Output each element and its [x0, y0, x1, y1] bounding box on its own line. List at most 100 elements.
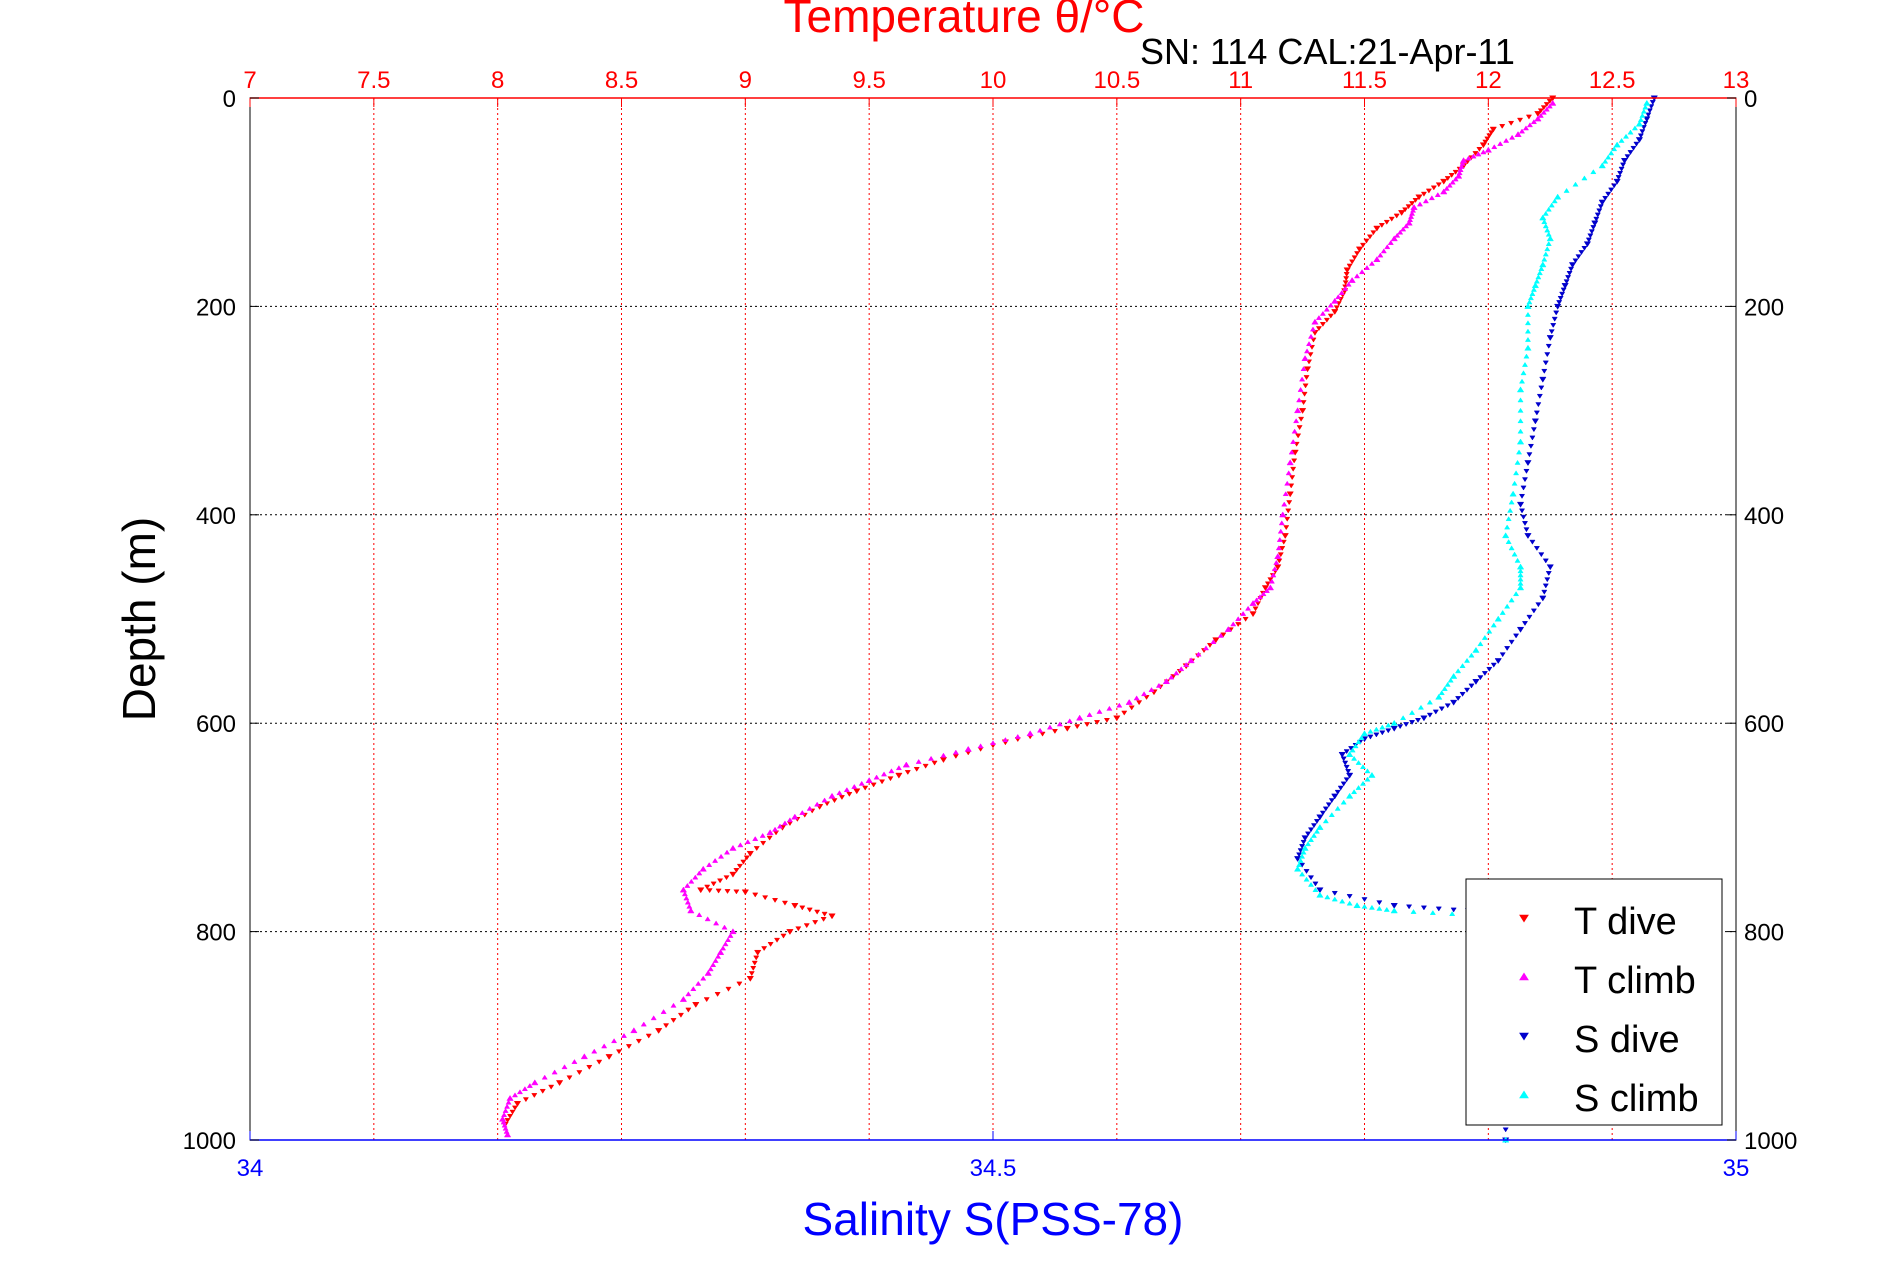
data-point-interp — [1285, 470, 1292, 476]
data-point-interp — [753, 846, 760, 852]
data-point-interp — [1526, 452, 1533, 458]
right-tick-label: 200 — [1744, 294, 1784, 321]
data-point-interp — [1303, 869, 1310, 874]
data-point — [902, 761, 910, 768]
data-point — [1598, 199, 1606, 206]
data-point-interp — [531, 1093, 538, 1099]
data-point-interp — [551, 1069, 558, 1075]
data-point — [1298, 408, 1307, 414]
data-point-interp — [1235, 616, 1242, 622]
data-point — [1524, 344, 1532, 351]
data-point-interp — [1590, 225, 1597, 231]
data-point-interp — [1443, 185, 1450, 191]
data-point-interp — [1611, 146, 1618, 152]
data-point-interp — [1300, 366, 1307, 371]
right-tick-label: 800 — [1744, 920, 1784, 947]
data-point-interp — [836, 790, 843, 796]
series-s-climb — [1293, 99, 1651, 1143]
data-point — [729, 844, 737, 851]
data-point — [1293, 407, 1302, 414]
chart-subtitle: SN: 114 CAL:21-Apr-11 — [1140, 31, 1515, 72]
data-point-interp — [706, 888, 713, 894]
data-point-interp — [1429, 910, 1436, 915]
data-point — [746, 850, 754, 857]
data-point-interp — [1517, 397, 1524, 403]
data-point — [754, 949, 762, 956]
data-point — [895, 772, 903, 779]
data-point-interp — [1486, 133, 1493, 139]
data-point-interp — [663, 1023, 670, 1029]
left-tick-label: 0 — [223, 86, 236, 113]
data-point-interp — [1542, 251, 1549, 257]
data-point-interp — [1373, 726, 1380, 732]
data-point-interp — [799, 810, 806, 815]
data-point-interp — [511, 1105, 519, 1111]
data-point-interp — [1343, 272, 1350, 277]
data-point-interp — [1342, 285, 1349, 291]
data-point-interp — [1383, 906, 1390, 912]
data-point-interp — [1530, 608, 1537, 614]
data-point-interp — [1536, 393, 1543, 399]
data-point-interp — [1490, 662, 1497, 668]
data-point — [1524, 533, 1532, 539]
data-point-interp — [1285, 508, 1292, 514]
data-point — [1472, 646, 1480, 653]
data-point-interp — [1284, 480, 1291, 486]
data-point — [1076, 714, 1084, 721]
data-point-interp — [1275, 545, 1282, 551]
data-point-interp — [1178, 666, 1185, 672]
data-point-interp — [870, 782, 877, 788]
data-point — [1502, 532, 1510, 539]
data-point — [1026, 730, 1034, 737]
data-point-interp — [851, 783, 858, 789]
data-point-interp — [812, 920, 819, 926]
data-point-interp — [1545, 571, 1552, 576]
data-point-interp — [1349, 747, 1356, 753]
data-point — [630, 1027, 638, 1034]
data-point — [1613, 178, 1621, 185]
data-point — [1345, 751, 1354, 757]
data-point-interp — [586, 1064, 593, 1070]
legend-label: S climb — [1574, 1078, 1699, 1120]
data-point-interp — [1447, 677, 1454, 683]
data-point-interp — [1605, 191, 1612, 197]
data-point-interp — [1509, 134, 1516, 140]
data-point-interp — [1304, 831, 1312, 837]
data-point-interp — [1299, 844, 1306, 849]
data-point — [1516, 501, 1525, 508]
data-point — [1620, 158, 1629, 164]
data-point-interp — [1546, 103, 1553, 109]
series-t-climb — [498, 99, 1557, 1138]
data-point — [1554, 193, 1562, 200]
data-point — [1063, 725, 1071, 732]
data-point-interp — [1620, 162, 1627, 168]
data-point-interp — [1252, 606, 1259, 612]
data-point-interp — [1627, 129, 1634, 135]
data-point-interp — [1521, 361, 1529, 367]
data-point-interp — [1346, 900, 1353, 906]
data-point-interp — [645, 1033, 652, 1039]
data-point-interp — [1505, 539, 1512, 544]
data-point — [1331, 793, 1339, 800]
data-point-interp — [1530, 119, 1537, 125]
data-point-interp — [1340, 799, 1347, 805]
data-point-interp — [1335, 294, 1342, 300]
data-point — [1286, 459, 1294, 466]
data-point-interp — [1438, 706, 1445, 712]
data-point-interp — [1542, 558, 1549, 564]
data-point-interp — [1298, 416, 1305, 422]
data-point — [1440, 188, 1448, 195]
data-point-interp — [1476, 146, 1483, 152]
data-point — [1489, 126, 1497, 133]
left-tick-label: 600 — [196, 711, 236, 738]
data-point — [1261, 585, 1270, 592]
top-tick-label: 8.5 — [605, 67, 638, 94]
data-point-interp — [1428, 195, 1435, 201]
grid-lines — [250, 98, 1736, 1140]
data-point-interp — [1517, 428, 1524, 434]
data-point — [1534, 111, 1542, 117]
data-point-interp — [752, 836, 759, 841]
top-tick-label: 12 — [1475, 67, 1502, 94]
data-point-interp — [1342, 760, 1349, 766]
data-point-interp — [1608, 187, 1615, 193]
